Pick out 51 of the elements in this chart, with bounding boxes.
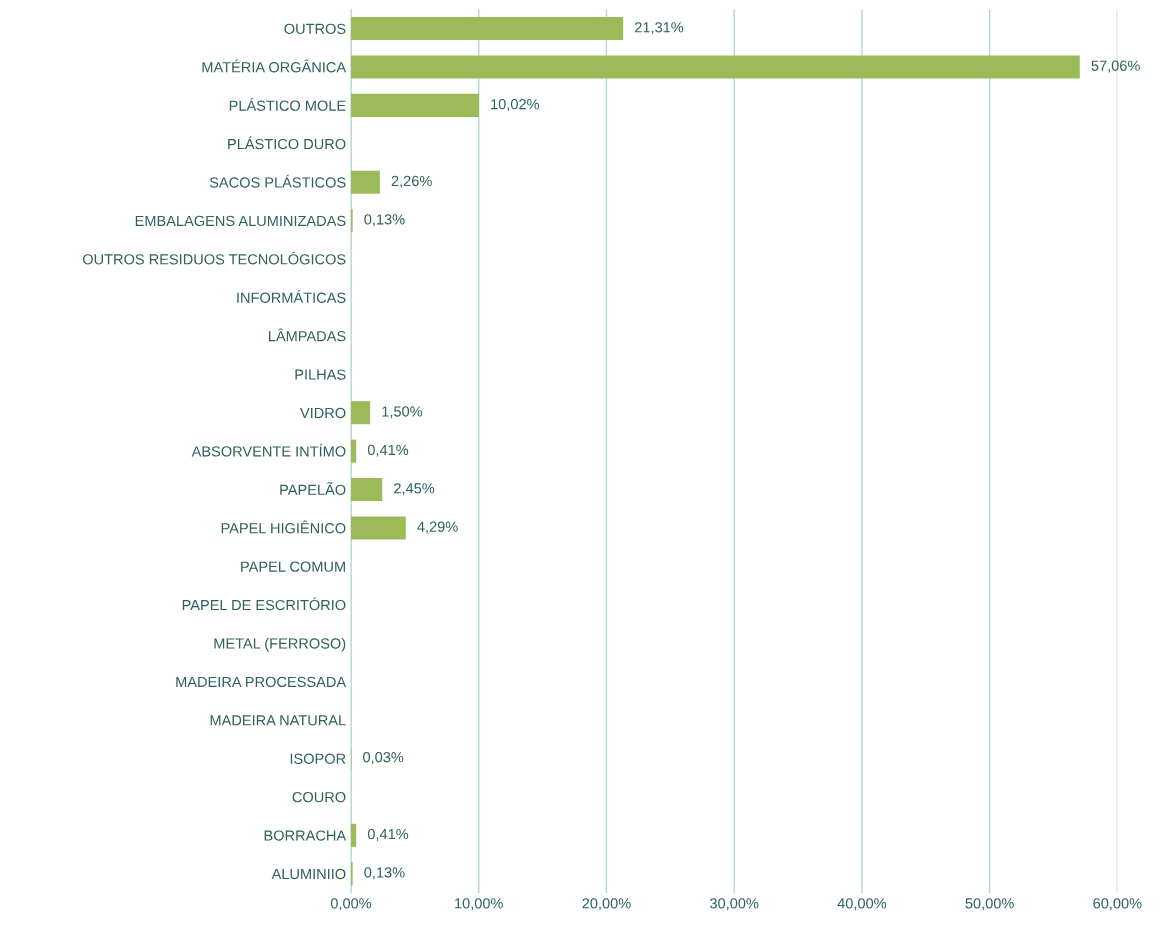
x-tick-label: 0,00% — [330, 898, 372, 911]
x-tick-label: 30,00% — [710, 898, 759, 911]
bar — [351, 401, 371, 425]
y-tick-label: COURO — [292, 791, 346, 803]
data-label: 0,03% — [363, 752, 404, 765]
y-tick-label: OUTROS — [284, 23, 346, 34]
y-tick-label: SACOS PLÁSTICOS — [209, 174, 346, 188]
y-tick-label: OUTROS RESIDUOS TECNOLÓGICOS — [82, 251, 346, 265]
x-tick-label: 50,00% — [965, 898, 1014, 911]
bar — [351, 55, 1080, 79]
y-tick-label: ISOPOR — [290, 753, 346, 764]
data-label: 0,13% — [364, 867, 405, 880]
x-tick-label: 10,00% — [455, 898, 503, 911]
y-tick-label: PAPELÃO — [280, 482, 346, 495]
y-tick-label: INFORMÁTICAS — [237, 290, 346, 303]
y-tick-label: ALUMINIIO — [271, 868, 346, 880]
y-tick-label: PLÁSTICO MOLE — [229, 98, 346, 111]
y-tick-label: PAPEL COMUM — [241, 561, 345, 572]
y-tick-label: PILHAS — [295, 369, 346, 380]
data-label: 10,02% — [491, 98, 540, 112]
data-label: 0,41% — [367, 828, 409, 841]
y-tick-label: ABSORVENTE INTÍMO — [191, 443, 346, 457]
x-tick-label: 20,00% — [582, 898, 631, 911]
y-tick-label: MADEIRA PROCESSADA — [176, 676, 347, 688]
bar — [351, 516, 406, 540]
y-tick-label: PAPEL HIGIÊNICO — [221, 520, 346, 534]
bar — [351, 823, 357, 847]
bar — [351, 93, 479, 117]
bar — [351, 439, 357, 463]
y-tick-label: LÂMPADAS — [268, 328, 346, 342]
bar — [351, 170, 380, 194]
data-label: 1,50% — [382, 406, 423, 419]
y-tick-label: VIDRO — [300, 407, 346, 419]
x-tick-label: 40,00% — [837, 898, 887, 911]
data-label: 0,41% — [367, 444, 409, 457]
y-tick-label: METAL (FERROSO) — [214, 637, 346, 652]
y-tick-label: PLÁSTICO DURO — [228, 136, 346, 150]
data-label: 2,45% — [394, 483, 435, 496]
data-label: 57,06% — [1091, 60, 1140, 73]
data-label: 0,13% — [364, 214, 405, 227]
y-tick-label: PAPEL DE ESCRITÓRIO — [182, 597, 346, 611]
data-label: 2,26% — [391, 175, 432, 188]
bar — [351, 17, 624, 41]
data-label: 4,29% — [417, 521, 458, 534]
y-tick-label: MADEIRA NATURAL — [210, 715, 346, 726]
y-tick-label: EMBALAGENS ALUMINIZADAS — [135, 215, 346, 227]
y-tick-label: BORRACHA — [264, 830, 347, 841]
x-tick-label: 60,00% — [1093, 898, 1142, 911]
y-tick-label: MATÉRIA ORGÂNICA — [202, 59, 347, 73]
data-label: 21,31% — [635, 22, 684, 35]
bar — [351, 478, 383, 502]
